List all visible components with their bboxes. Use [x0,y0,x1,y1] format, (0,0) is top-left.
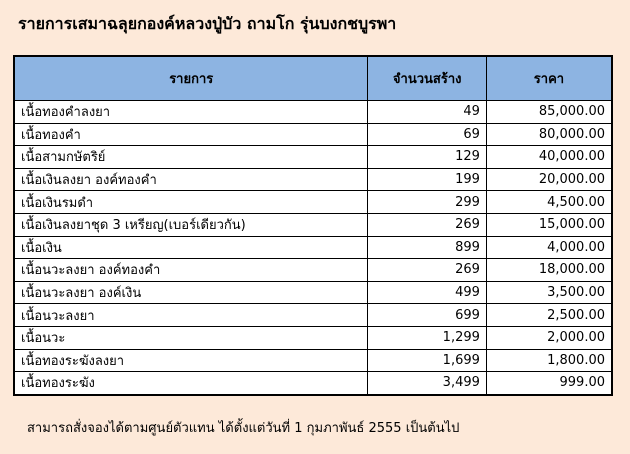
cell-item: เนื้อเงินลงยาชุด 3 เหรียญ(เบอร์เดียวกัน) [13,212,369,237]
cell-item: เนื้อทองระฆัง [13,371,369,396]
cell-quantity: 1,699 [367,348,487,373]
cell-quantity: 1,299 [367,325,487,350]
cell-quantity: 299 [367,190,487,214]
table-header-row: รายการ จำนวนสร้าง ราคา [13,55,613,101]
cell-price: 15,000.00 [485,212,613,237]
table-row: เนื้อเงินรมดำ 299 4,500.00 [13,190,613,214]
table-row: เนื้อนวะ 1,299 2,000.00 [13,325,613,350]
cell-price: 2,500.00 [485,303,613,327]
cell-quantity: 499 [367,280,487,305]
cell-item: เนื้อนวะลงยา [13,303,369,327]
cell-item: เนื้อนวะลงยา องค์เงิน [13,280,369,305]
cell-quantity: 269 [367,258,487,282]
cell-item: เนื้อนวะลงยา องค์ทองคำ [13,258,369,282]
cell-quantity: 69 [367,122,487,147]
table-row: เนื้อสามกษัตริย์ 129 40,000.00 [13,145,613,169]
cell-price: 80,000.00 [485,122,613,147]
cell-item: เนื้อทองคำ [13,122,369,147]
cell-price: 999.00 [485,371,613,396]
cell-quantity: 899 [367,235,487,260]
table-row: เนื้อนวะลงยา องค์เงิน 499 3,500.00 [13,280,613,305]
cell-price: 1,800.00 [485,348,613,373]
header-quantity: จำนวนสร้าง [367,55,487,101]
cell-price: 3,500.00 [485,280,613,305]
table-row: เนื้อเงินลงยา องค์ทองคำ 199 20,000.00 [13,167,613,192]
cell-price: 85,000.00 [485,100,613,124]
cell-item: เนื้อเงิน [13,235,369,260]
cell-quantity: 199 [367,167,487,192]
cell-item: เนื้อทองคำลงยา [13,100,369,124]
cell-quantity: 129 [367,145,487,169]
cell-price: 2,000.00 [485,325,613,350]
table-row: เนื้อทองระฆังลงยา 1,699 1,800.00 [13,348,613,373]
cell-item: เนื้อสามกษัตริย์ [13,145,369,169]
cell-item: เนื้อทองระฆังลงยา [13,348,369,373]
cell-price: 4,000.00 [485,235,613,260]
cell-quantity: 3,499 [367,371,487,396]
footer-note: สามารถสั่งจองได้ตามศูนย์ตัวแทน ได้ตั้งแต… [27,421,460,436]
cell-quantity: 49 [367,100,487,124]
cell-item: เนื้อเงินรมดำ [13,190,369,214]
cell-item: เนื้อเงินลงยา องค์ทองคำ [13,167,369,192]
page-title: รายการเสมาฉลุยกองค์หลวงปู่บัว ถามโก รุ่น… [18,14,397,33]
cell-price: 40,000.00 [485,145,613,169]
cell-price: 18,000.00 [485,258,613,282]
table-row: เนื้อเงิน 899 4,000.00 [13,235,613,260]
table-row: เนื้อทองคำลงยา 49 85,000.00 [13,100,613,124]
cell-item: เนื้อนวะ [13,325,369,350]
cell-quantity: 699 [367,303,487,327]
table-row: เนื้อนวะลงยา องค์ทองคำ 269 18,000.00 [13,258,613,282]
table-row: เนื้อทองคำ 69 80,000.00 [13,122,613,147]
header-item: รายการ [13,55,369,101]
cell-quantity: 269 [367,212,487,237]
table-row: เนื้อนวะลงยา 699 2,500.00 [13,303,613,327]
cell-price: 4,500.00 [485,190,613,214]
price-table: รายการ จำนวนสร้าง ราคา เนื้อทองคำลงยา 49 8… [13,55,613,396]
header-price: ราคา [485,55,613,101]
table-row: เนื้อทองระฆัง 3,499 999.00 [13,371,613,396]
table-row: เนื้อเงินลงยาชุด 3 เหรียญ(เบอร์เดียวกัน)… [13,212,613,237]
cell-price: 20,000.00 [485,167,613,192]
